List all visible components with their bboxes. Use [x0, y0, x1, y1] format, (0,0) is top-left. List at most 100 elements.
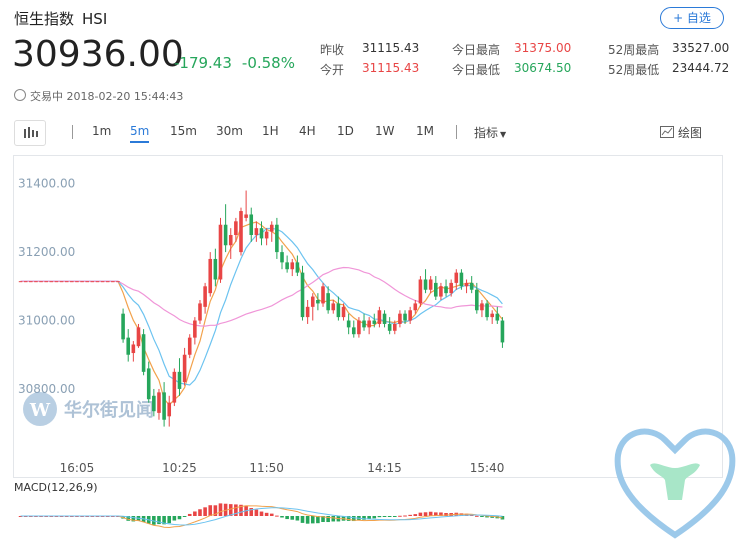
macd-bar: [290, 516, 295, 520]
macd-bar: [387, 516, 392, 517]
macd-bar: [469, 514, 474, 516]
indicator-label: 指标: [474, 126, 499, 140]
macd-bar: [449, 513, 453, 516]
macd-bar: [434, 512, 438, 516]
macd-bar: [428, 511, 433, 516]
index-code: HSI: [82, 10, 108, 28]
macd-bar: [162, 516, 166, 525]
macd-bar: [80, 516, 84, 517]
period-tab-1W[interactable]: 1W: [375, 124, 395, 138]
period-tab-1D[interactable]: 1D: [337, 124, 354, 138]
stat-value: 31375.00: [514, 41, 572, 55]
period-tab-1H[interactable]: 1H: [262, 124, 279, 138]
indicator-menu[interactable]: 指标 ▼: [474, 124, 506, 141]
heart-logo-icon: [614, 428, 736, 539]
macd-bar: [372, 516, 377, 519]
caret-down-icon: ▼: [500, 130, 507, 139]
macd-bar: [172, 516, 177, 521]
macd-bar: [331, 516, 336, 522]
macd-bar: [213, 505, 218, 516]
macd-bar: [75, 516, 79, 517]
macd-dea-line: [20, 507, 503, 526]
draw-tool-button[interactable]: 绘图: [660, 124, 702, 141]
macd-bar: [321, 516, 325, 522]
period-tab-5m[interactable]: 5m: [130, 124, 150, 143]
period-tab-15m[interactable]: 15m: [170, 124, 197, 138]
macd-bar: [475, 515, 479, 517]
stat-label: 昨收: [320, 43, 345, 57]
macd-bar: [259, 511, 264, 516]
period-tab-1m[interactable]: 1m: [92, 124, 112, 138]
macd-bar: [377, 516, 382, 518]
macd-bar: [136, 516, 141, 521]
macd-bar: [316, 516, 320, 524]
macd-bar: [423, 512, 428, 516]
macd-bar: [403, 515, 407, 517]
macd-bar: [70, 516, 74, 517]
macd-bar: [167, 516, 172, 524]
macd-bar: [341, 516, 346, 521]
macd-bar: [392, 516, 397, 517]
macd-bar: [223, 503, 228, 516]
macd-bar: [203, 507, 207, 516]
macd-bar: [131, 516, 136, 522]
macd-bar: [44, 516, 48, 517]
macd-bar: [85, 516, 89, 517]
candlestick-icon: [24, 127, 38, 138]
change-value: -179.43: [174, 54, 232, 72]
macd-bar: [439, 512, 443, 516]
macd-bar: [228, 504, 233, 516]
macd-bar: [198, 509, 202, 516]
macd-bar: [141, 516, 146, 523]
price-change: -179.43 -0.58%: [174, 54, 295, 72]
index-title: 恒生指数 HSI: [14, 8, 107, 29]
add-watchlist-button[interactable]: + 自选: [660, 7, 724, 29]
macd-bar: [336, 516, 341, 522]
macd-bar: [126, 516, 131, 521]
macd-bar: [249, 508, 254, 516]
macd-bar: [300, 516, 305, 523]
macd-bar: [295, 516, 300, 521]
macd-bar: [490, 516, 494, 518]
macd-bar: [398, 515, 402, 517]
macd-bar: [351, 516, 356, 522]
period-tab-30m[interactable]: 30m: [216, 124, 243, 138]
period-tab-4H[interactable]: 4H: [299, 124, 316, 138]
macd-bar: [275, 515, 279, 517]
macd-bar: [218, 503, 223, 516]
macd-bar: [285, 516, 289, 520]
macd-bar: [54, 516, 59, 517]
trading-status: 交易中 2018-02-20 15:44:43: [14, 88, 183, 104]
macd-bar: [346, 516, 351, 521]
macd-bar: [454, 512, 459, 516]
chart-area[interactable]: [13, 155, 723, 478]
change-percent: -0.58%: [241, 54, 295, 72]
chart-type-button[interactable]: [14, 120, 46, 146]
macd-bar: [367, 516, 371, 519]
index-name: 恒生指数: [14, 10, 75, 28]
macd-bar: [49, 516, 54, 517]
macd-bar: [59, 516, 64, 517]
stat-value: 30674.50: [514, 61, 572, 75]
macd-bar: [116, 516, 120, 517]
macd-bar: [280, 516, 284, 518]
stat-label: 今日最高: [452, 43, 501, 57]
macd-bar: [459, 513, 464, 516]
macd-bar: [254, 509, 259, 516]
stat-label: 今日最低: [452, 63, 501, 77]
macd-bar: [269, 513, 274, 516]
macd-bar: [500, 516, 505, 520]
macd-bar: [187, 513, 192, 516]
macd-bar: [111, 516, 115, 517]
period-tab-1M[interactable]: 1M: [416, 124, 434, 138]
stat-value: 33527.00: [672, 41, 730, 55]
macd-label: MACD(12,26,9): [14, 481, 98, 494]
macd-bar: [23, 516, 28, 517]
macd-bar: [362, 516, 366, 520]
draw-label: 绘图: [678, 126, 703, 140]
stat-value: 31115.43: [362, 41, 420, 55]
status-text: 交易中 2018-02-20 15:44:43: [30, 90, 184, 103]
macd-bar: [152, 516, 156, 525]
macd-bar: [90, 516, 95, 517]
stat-value: 23444.72: [672, 61, 730, 75]
